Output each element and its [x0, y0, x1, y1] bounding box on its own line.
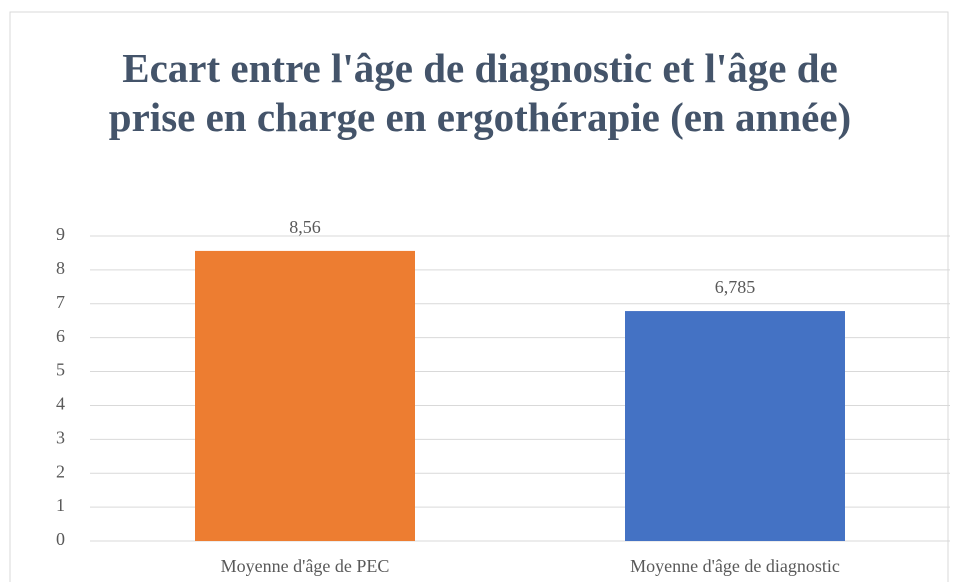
data-label: 8,56 [289, 217, 321, 237]
chart-border [9, 11, 949, 582]
y-tick-label: 5 [56, 360, 65, 380]
data-label: 6,785 [715, 277, 756, 297]
bar [625, 311, 845, 541]
x-tick-label: Moyenne d'âge de diagnostic [630, 556, 840, 576]
bar [195, 250, 415, 541]
chart-title: Ecart entre l'âge de diagnostic et l'âge… [108, 45, 852, 140]
x-tick-label: Moyenne d'âge de PEC [221, 556, 390, 576]
y-tick-label: 0 [56, 529, 65, 549]
y-tick-label: 4 [56, 394, 65, 414]
y-tick-label: 9 [56, 224, 65, 244]
y-tick-label: 6 [56, 326, 65, 346]
y-tick-label: 2 [56, 461, 65, 481]
y-tick-label: 8 [56, 258, 65, 278]
y-tick-label: 1 [56, 495, 65, 515]
y-tick-label: 3 [56, 427, 65, 447]
y-tick-label: 7 [56, 292, 65, 312]
